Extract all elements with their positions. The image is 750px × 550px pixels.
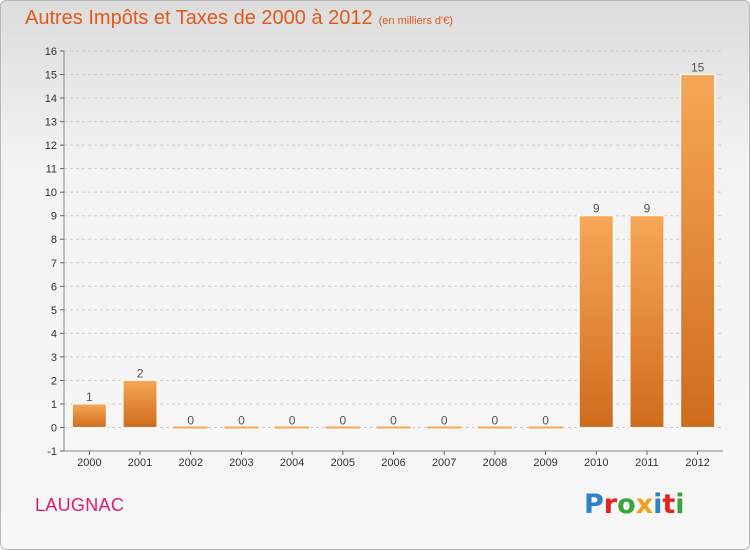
x-tick-label: 2006 — [381, 457, 405, 469]
axes — [63, 51, 723, 452]
logo-letter: t — [662, 489, 676, 520]
proxiti-logo[interactable]: Proxiti — [584, 489, 685, 520]
bar-value-label: 0 — [542, 413, 549, 427]
y-tick-label: -1 — [47, 446, 57, 458]
x-tick-label: 2003 — [229, 457, 253, 469]
x-tick-label: 2008 — [483, 457, 507, 469]
bar-value-label: 1 — [86, 390, 93, 404]
y-tick-label: 2 — [51, 375, 57, 387]
bar — [71, 403, 107, 428]
bar-value-label: 0 — [492, 413, 499, 427]
bar — [528, 426, 563, 429]
bar-value-label: 15 — [691, 61, 705, 75]
y-tick-label: 15 — [45, 70, 57, 82]
x-tick-label: 2000 — [77, 457, 101, 469]
bar — [376, 426, 411, 429]
bar — [224, 426, 259, 429]
bar-value-label: 9 — [644, 202, 651, 216]
y-tick-label: 12 — [45, 140, 57, 152]
grid-lines — [64, 50, 723, 452]
x-tick-label: 2009 — [533, 457, 557, 469]
y-tick-label: 11 — [46, 164, 57, 176]
x-tick-label: 2001 — [128, 457, 152, 469]
commune-name: LAUGNAC — [35, 495, 125, 515]
chart-unit: (en milliers d'€) — [378, 15, 453, 27]
bar-value-label: 9 — [593, 202, 600, 216]
x-tick-label: 2007 — [432, 457, 456, 469]
logo-letter: i — [675, 489, 685, 520]
y-tick-label: 5 — [51, 305, 57, 317]
bar-value-label: 0 — [187, 413, 194, 427]
bar-value-label: 0 — [339, 413, 346, 427]
y-tick-label: 10 — [45, 187, 57, 199]
bar-value-label: 0 — [289, 413, 296, 427]
bars: 1 2 0 0 0 0 0 0 0 0 9 9 15 — [71, 61, 716, 429]
y-tick-label: 14 — [45, 93, 57, 105]
x-tick-label: 2010 — [584, 457, 608, 469]
chart-title-block: Autres Impôts et Taxes de 2000 à 2012 (en… — [25, 7, 453, 30]
x-tick-label: 2005 — [331, 457, 355, 469]
y-tick-label: 8 — [51, 234, 57, 246]
logo-letter: x — [635, 489, 654, 520]
bar — [578, 215, 614, 428]
chart-title: Autres Impôts et Taxes de 2000 à 2012 — [25, 7, 373, 29]
bar — [477, 426, 512, 429]
y-tick-label: 13 — [45, 117, 57, 129]
x-axis-ticks: 2000 2001 2002 2003 2004 2005 2006 2007 2008 2009… — [77, 451, 710, 469]
bar-value-label: 0 — [441, 413, 448, 427]
y-tick-label: 0 — [51, 422, 57, 434]
logo-letter: o — [617, 489, 636, 520]
bar — [325, 426, 360, 429]
bar-value-label: 0 — [390, 413, 397, 427]
bar — [122, 379, 158, 428]
x-tick-label: 2011 — [635, 457, 659, 469]
y-tick-label: 16 — [45, 46, 57, 58]
y-tick-label: 6 — [51, 281, 57, 293]
bar-value-label: 0 — [238, 413, 245, 427]
bar — [629, 215, 665, 428]
x-tick-label: 2012 — [685, 457, 709, 469]
bar — [275, 426, 310, 429]
bar — [173, 426, 208, 429]
bar — [680, 74, 716, 428]
y-tick-label: 3 — [51, 352, 57, 364]
logo-letter: i — [653, 489, 663, 520]
y-tick-label: 4 — [51, 328, 57, 340]
logo-letter: P — [584, 489, 604, 520]
x-tick-label: 2004 — [280, 457, 304, 469]
x-tick-label: 2002 — [178, 457, 202, 469]
y-tick-label: 7 — [51, 258, 57, 270]
logo-letter: r — [603, 489, 618, 520]
y-tick-label: 9 — [51, 211, 57, 223]
y-tick-label: 1 — [51, 399, 57, 411]
bar-value-label: 2 — [137, 366, 144, 380]
bar — [427, 426, 462, 429]
